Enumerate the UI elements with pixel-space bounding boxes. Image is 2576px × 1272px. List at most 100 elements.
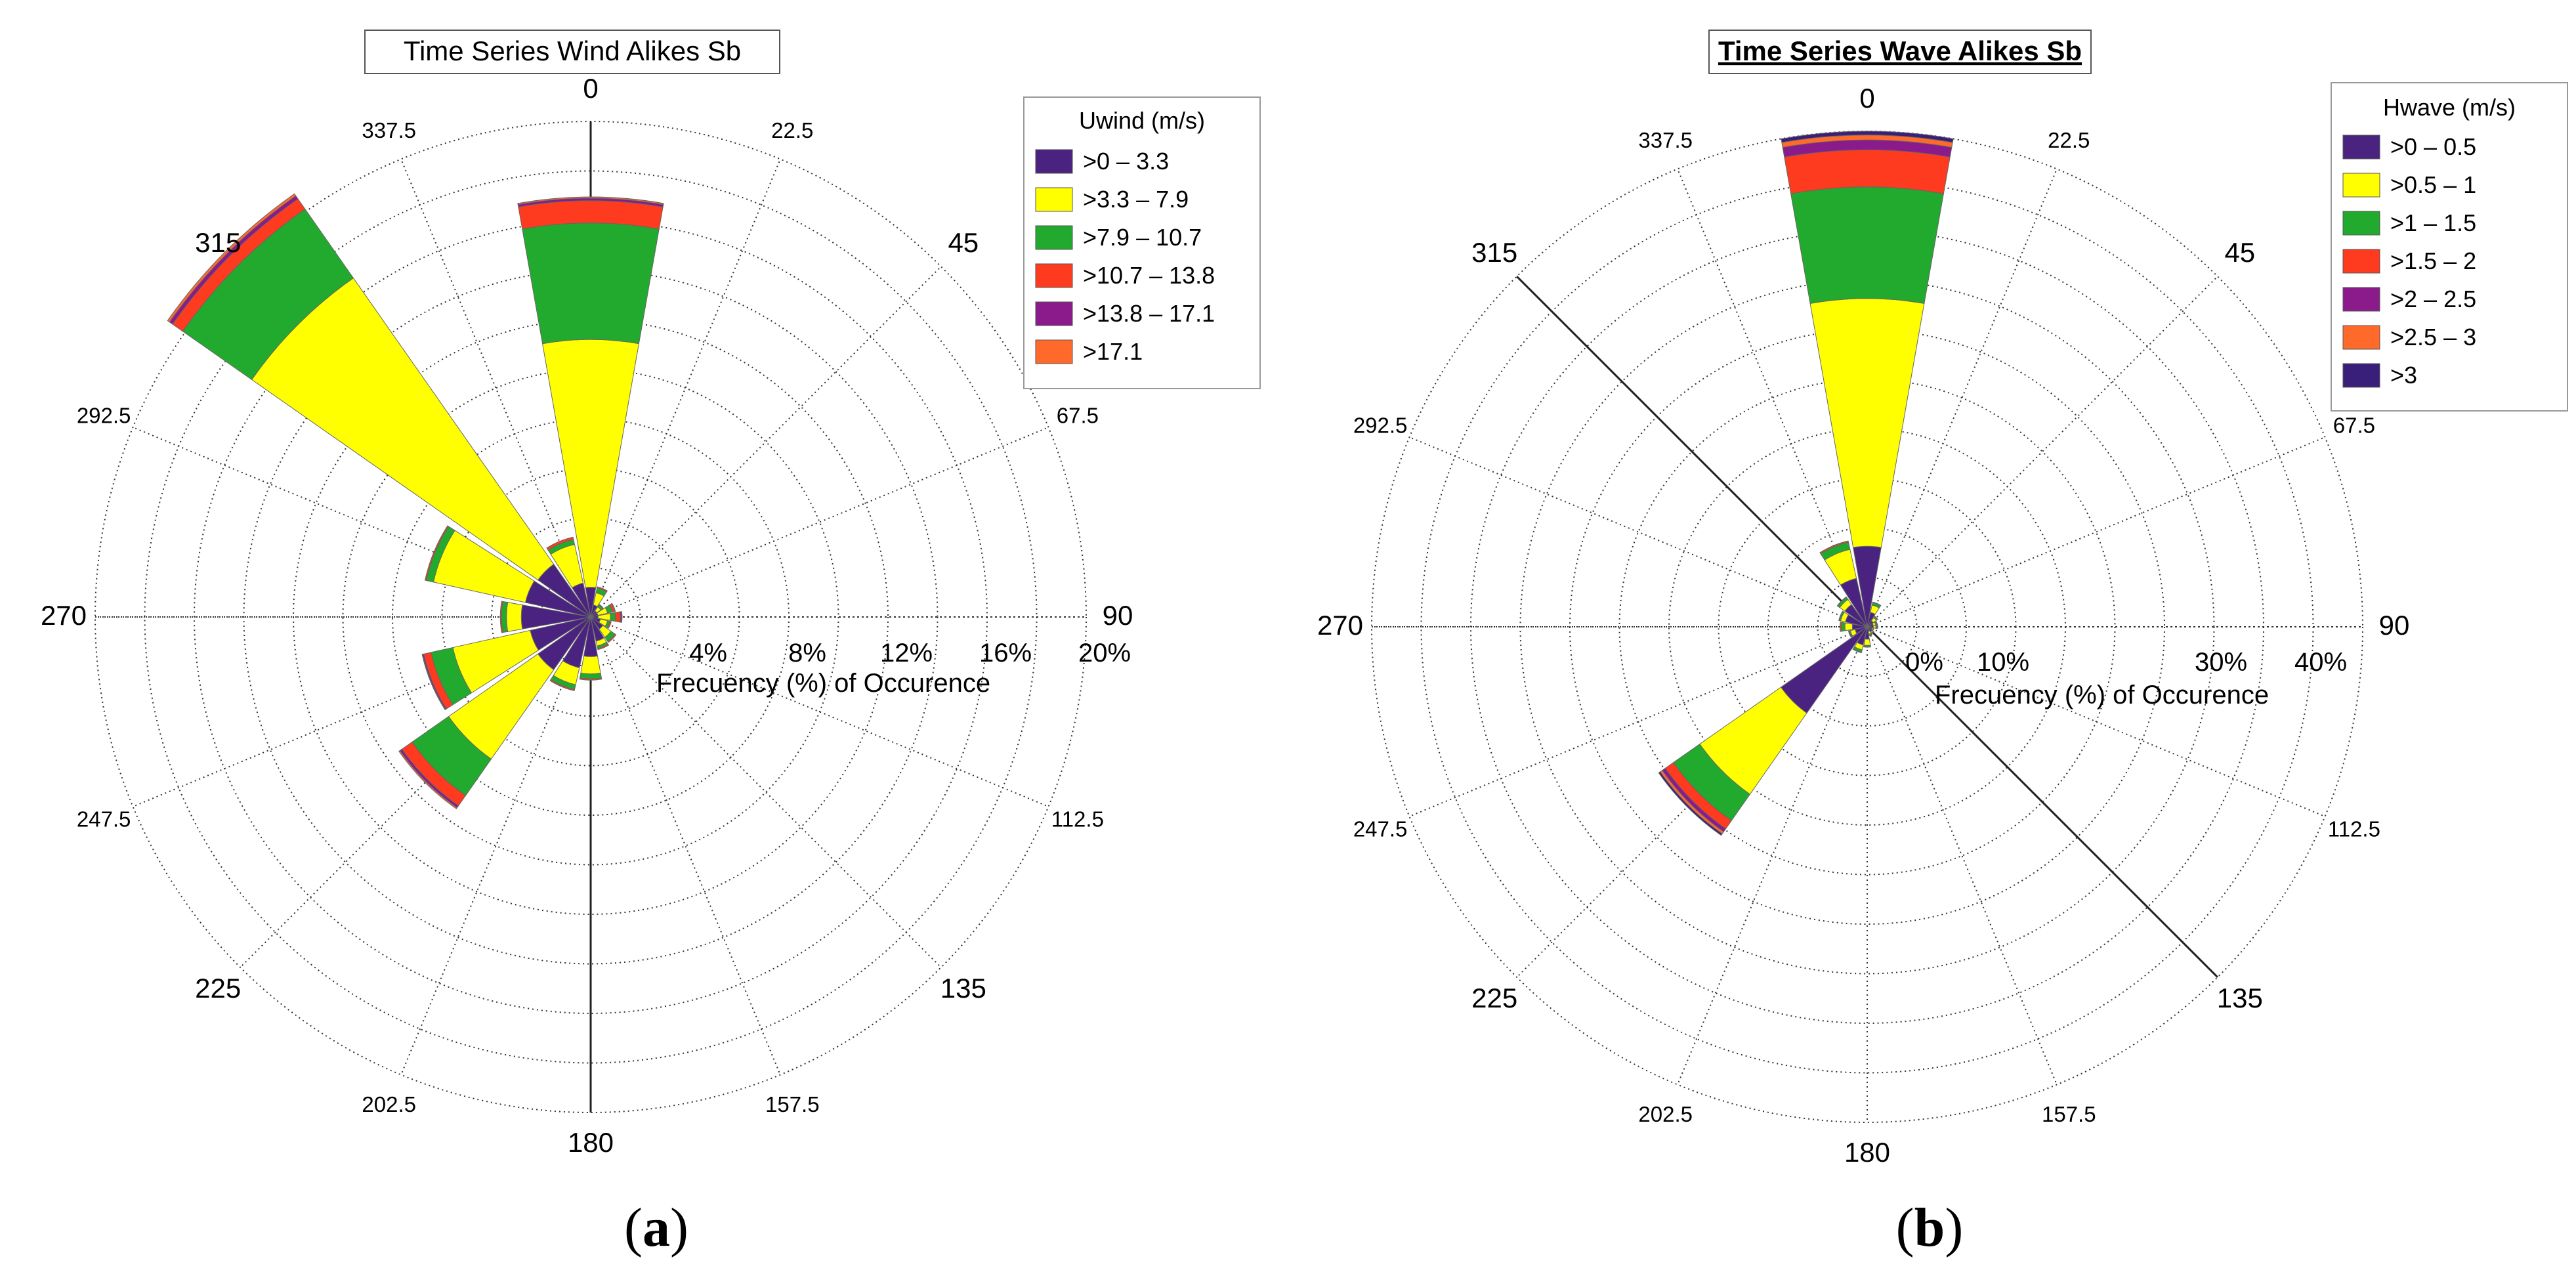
panel-label-b: (b) <box>1896 1197 1964 1258</box>
rose-bar <box>1848 630 1852 638</box>
legend-label: >13.8 – 17.1 <box>1083 300 1215 327</box>
chart-b-legend-box <box>2331 82 2568 412</box>
rose-bar <box>597 586 608 593</box>
rose-bar <box>607 633 617 643</box>
radial-tick-label: 8% <box>788 639 826 668</box>
grid-spoke <box>1866 625 2218 978</box>
angle-label: 135 <box>940 973 986 1004</box>
panel-label-a: (a) <box>624 1197 688 1258</box>
angle-label: 90 <box>2379 610 2410 641</box>
rose-bar <box>1875 620 1878 625</box>
chart-a-bars <box>167 193 664 809</box>
legend-swatch <box>1035 187 1073 212</box>
angle-label: 337.5 <box>1638 128 1693 152</box>
angle-label: 22.5 <box>2048 128 2090 152</box>
legend-swatch <box>1035 225 1073 250</box>
chart-a-legend: Uwind (m/s) >0 – 3.3 >3.3 – 7.9 >7.9 – 10.… <box>1023 96 1261 389</box>
chart-b-angle-labels: 0 22.5 45 67.5 90 112.5 135 157.5 180 202.5 225 247… <box>1317 83 2409 1168</box>
legend-label: >0.5 – 1 <box>2390 171 2476 198</box>
rose-bar <box>506 602 523 632</box>
grid-spoke <box>1409 436 1868 627</box>
rose-bar <box>614 611 621 623</box>
grid-spoke <box>590 427 1049 618</box>
rose-bar <box>580 672 602 679</box>
legend-label: >17.1 <box>1083 338 1143 365</box>
chart-b-legend-title: Hwave (m/s) <box>2383 94 2516 121</box>
rose-bar <box>1790 186 1944 304</box>
rose-bar <box>1836 596 1848 607</box>
radial-tick-label: 40% <box>2294 648 2347 677</box>
rose-bar <box>1780 626 1868 714</box>
angle-label: 67.5 <box>1057 404 1099 428</box>
angle-label: 157.5 <box>2042 1102 2096 1126</box>
grid-ring <box>1817 576 1918 677</box>
rose-bar <box>606 620 612 629</box>
rose-bar <box>1872 601 1882 606</box>
angle-label: 292.5 <box>1353 413 1408 438</box>
rose-bar <box>1844 622 1853 631</box>
legend-swatch <box>1035 339 1073 364</box>
rose-bar <box>1819 540 1849 555</box>
angle-label: 202.5 <box>362 1092 416 1116</box>
rose-bar <box>1852 648 1863 654</box>
rose-bar <box>499 601 503 633</box>
radial-tick-label: 10% <box>1977 648 2029 677</box>
legend-label: >3 <box>2390 362 2417 389</box>
rose-bar <box>1658 771 1723 836</box>
legend-swatch <box>1035 149 1073 174</box>
angle-label: 247.5 <box>1353 816 1408 841</box>
legend-swatch <box>1035 301 1073 326</box>
legend-swatch <box>2342 211 2380 236</box>
panel-label-b-letter: b <box>1914 1197 1945 1258</box>
rose-bar <box>522 223 660 345</box>
rose-bar <box>421 654 446 711</box>
legend-label: >0 – 0.5 <box>2390 133 2476 160</box>
angle-label: 0 <box>1859 83 1874 114</box>
angle-label: 315 <box>1471 237 1517 268</box>
angle-label: 45 <box>948 227 979 258</box>
angle-label: 315 <box>195 227 241 258</box>
rose-bar <box>424 525 450 582</box>
angle-label: 157.5 <box>765 1092 820 1116</box>
angle-label: 112.5 <box>1051 807 1104 831</box>
legend-label: >1.5 – 2 <box>2390 247 2476 274</box>
rose-bar <box>610 612 616 622</box>
chart-a-title: Time Series Wind Alikes Sb <box>404 35 741 66</box>
angle-label: 337.5 <box>362 118 416 142</box>
radial-tick-label: 12% <box>880 639 933 668</box>
legend-swatch <box>2342 249 2380 274</box>
angle-label: 202.5 <box>1638 1102 1693 1126</box>
grid-spoke <box>1867 436 2325 627</box>
chart-a-radial-axis-label: Frecuency (%) of Occurence <box>656 669 990 698</box>
angle-label: 22.5 <box>771 118 813 142</box>
wind-rose-chart-a: Time Series Wind Alikes Sb 0 22.5 45 67.5 90… <box>41 30 1261 1258</box>
panel-label-a-letter: a <box>643 1197 670 1258</box>
chart-a-legend-title: Uwind (m/s) <box>1079 107 1205 134</box>
rose-bar <box>167 193 297 323</box>
rose-bar <box>580 655 601 675</box>
chart-b-legend: Hwave (m/s) >0 – 0.5 >0.5 – 1 >1 – 1.5 >1.5… <box>2331 82 2568 412</box>
chart-b-bars <box>1658 131 1954 836</box>
angle-label: 270 <box>41 600 87 631</box>
rose-bar <box>599 604 604 609</box>
angle-label: 45 <box>2224 237 2255 268</box>
legend-label: >0 – 3.3 <box>1083 148 1169 175</box>
legend-label: >1 – 1.5 <box>2390 209 2476 236</box>
angle-label: 90 <box>1103 600 1133 631</box>
legend-label: >2.5 – 3 <box>2390 324 2476 350</box>
rose-bar <box>597 643 610 650</box>
angle-label: 112.5 <box>2328 816 2380 841</box>
chart-b-radial-labels: 0% 10% 30% 40% <box>1905 648 2347 677</box>
rose-bar <box>1840 622 1846 632</box>
grid-ring <box>243 269 939 965</box>
chart-b-radial-axis-label: Frecuency (%) of Occurence <box>1935 681 2269 710</box>
chart-b-title: Time Series Wave Alikes Sb <box>1718 35 2082 66</box>
chart-a-radial-labels: 4% 8% 12% 16% 20% <box>689 639 1131 668</box>
legend-swatch <box>1035 263 1073 288</box>
rose-bar <box>1869 633 1873 637</box>
legend-label: >2 – 2.5 <box>2390 286 2476 312</box>
angle-label: 225 <box>195 973 241 1004</box>
rose-bar <box>549 679 576 692</box>
radial-tick-label: 20% <box>1078 639 1131 668</box>
